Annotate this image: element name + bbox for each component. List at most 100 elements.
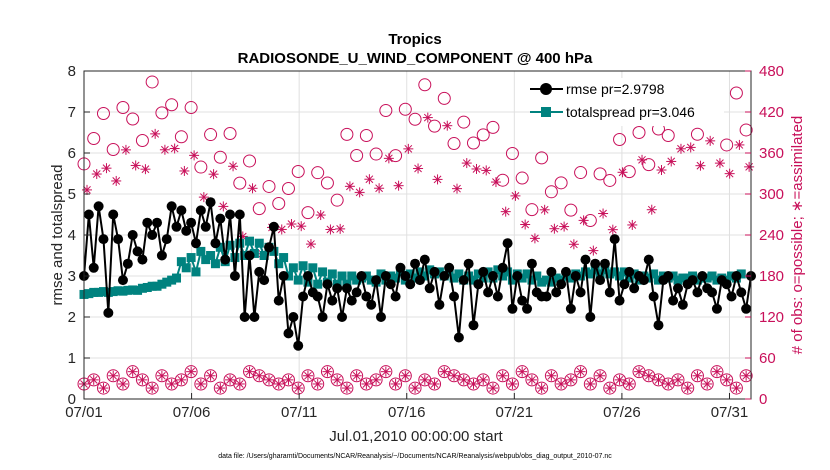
obs-possible-marker	[350, 148, 364, 162]
totalspread-point	[89, 287, 99, 297]
obs-possible-marker	[622, 377, 636, 391]
obs-assimilated-marker	[490, 177, 501, 188]
rmse-point	[268, 221, 279, 232]
asterisk-stroke	[686, 143, 695, 152]
obs-assimilated-marker	[549, 223, 560, 234]
obs-assimilated-marker	[374, 183, 385, 194]
obs-assimilated-marker	[578, 215, 589, 226]
rmse-point	[575, 287, 586, 298]
rmse-point	[414, 275, 425, 286]
obs-assimilated-marker	[91, 169, 102, 180]
obs-assimilated-marker	[127, 366, 138, 377]
asterisk-stroke	[245, 367, 254, 376]
rmse-point	[132, 246, 143, 257]
rmse-point	[492, 291, 503, 302]
totalspread-point	[181, 263, 191, 273]
rmse-point	[672, 283, 683, 294]
totalspread-point	[254, 238, 264, 248]
totalspread-point	[410, 273, 420, 283]
asterisk-stroke	[725, 169, 734, 178]
obs-possible-marker	[574, 166, 588, 180]
legend-rmse-marker	[540, 83, 552, 95]
rmse-point	[643, 254, 654, 265]
obs-possible-marker	[661, 128, 675, 142]
obs-assimilated-marker	[705, 135, 716, 146]
legend-box	[552, 78, 724, 126]
obs-possible-marker	[301, 206, 315, 220]
rmse-point	[453, 332, 464, 343]
x-tick-label: 07/01	[65, 404, 103, 421]
obs-assimilated-marker	[721, 374, 732, 385]
rmse-point	[380, 271, 391, 281]
asterisk-stroke	[333, 375, 342, 384]
rmse-point	[565, 303, 576, 314]
asterisk-stroke	[667, 157, 676, 166]
obs-assimilated-marker	[130, 160, 141, 171]
obs-assimilated-marker	[734, 139, 745, 150]
y2-tick-label: 240	[759, 227, 784, 244]
x-tick-label: 07/11	[281, 404, 317, 421]
rmse-point	[152, 217, 163, 228]
asterisk-stroke	[177, 375, 186, 384]
obs-assimilated-marker	[166, 378, 177, 389]
obs-possible-marker	[739, 369, 753, 383]
rmse-point	[117, 275, 128, 286]
obs-assimilated-marker	[276, 224, 287, 235]
rmse-point	[322, 279, 333, 290]
totalspread-point	[225, 240, 235, 250]
obs-possible-marker	[389, 149, 403, 163]
obs-assimilated-marker	[646, 204, 657, 215]
obs-assimilated-marker	[351, 370, 362, 381]
obs-assimilated-marker	[471, 163, 482, 174]
asterisk-stroke	[557, 380, 566, 388]
rmse-point	[473, 279, 484, 290]
rmse-point	[468, 320, 479, 331]
obs-assimilated-marker	[254, 370, 265, 381]
obs-possible-marker	[116, 101, 130, 115]
obs-possible-marker	[583, 214, 597, 228]
rmse-point	[127, 230, 138, 240]
obs-possible-marker	[476, 128, 490, 142]
asterisk-stroke	[453, 184, 461, 193]
asterisk-stroke	[226, 375, 234, 384]
obs-possible-marker	[486, 381, 500, 395]
obs-possible-marker	[252, 202, 266, 216]
obs-possible-marker	[613, 132, 627, 146]
asterisk-stroke	[518, 367, 527, 376]
rmse-point	[463, 258, 474, 269]
rmse-point	[663, 271, 674, 281]
asterisk-stroke	[209, 170, 218, 179]
legend-totalspread-label: totalspread pr=3.046	[566, 104, 695, 120]
obs-assimilated-marker	[341, 383, 352, 394]
rmse-point	[264, 242, 275, 253]
totalspread-point	[454, 269, 464, 279]
totalspread-point	[191, 267, 201, 277]
rmse-point	[570, 271, 581, 281]
obs-assimilated-marker	[614, 374, 625, 385]
asterisk-stroke	[141, 165, 150, 174]
obs-possible-marker	[398, 369, 412, 383]
y-tick-label: 0	[68, 391, 76, 408]
obs-assimilated-marker	[478, 374, 489, 385]
asterisk-stroke	[384, 154, 393, 163]
rmse-point	[195, 205, 206, 216]
obs-assimilated-marker	[322, 366, 333, 377]
obs-possible-marker	[126, 365, 140, 379]
rmse-point	[273, 295, 284, 306]
y-tick-label: 3	[68, 268, 76, 285]
axes: 07/01 07/06 07/11 07/16 07/21 07/26 07/31 0 1 2 3 4…	[65, 63, 784, 421]
obs-possible-marker	[281, 181, 295, 195]
rmse-point	[361, 291, 372, 302]
rmse-point	[638, 275, 649, 286]
chart-title: Tropics	[388, 31, 441, 48]
rmse-point	[707, 287, 718, 298]
obs-assimilated-marker	[354, 187, 365, 198]
obs-possible-marker	[194, 160, 208, 174]
obs-assimilated-marker	[140, 164, 151, 175]
obs-possible-marker	[690, 369, 704, 383]
totalspread-point	[517, 273, 527, 283]
asterisk-stroke	[550, 224, 559, 233]
rmse-point	[526, 258, 537, 269]
obs-assimilated-marker	[517, 366, 528, 377]
rmse-point	[731, 271, 742, 281]
